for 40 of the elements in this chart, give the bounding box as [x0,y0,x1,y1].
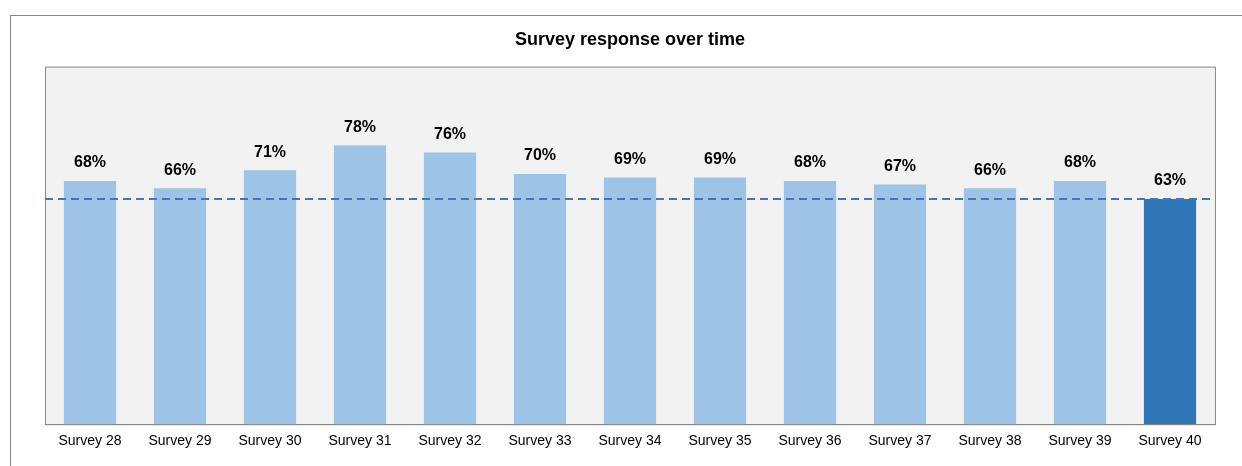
bar [1053,181,1107,425]
bar [153,188,207,425]
data-label: 69% [703,149,737,167]
bar [603,177,657,425]
data-label: 70% [523,146,557,164]
data-label: 63% [1153,171,1187,189]
x-tick-label: Survey 40 [1138,432,1202,449]
x-tick-label: Survey 28 [58,432,122,449]
x-tick-label: Survey 37 [868,432,932,449]
x-tick-label: Survey 30 [238,432,302,449]
data-label: 78% [343,117,377,135]
bar [423,152,477,425]
bar [783,181,837,425]
data-label: 66% [973,160,1007,178]
data-label: 67% [883,157,917,175]
x-tick-label: Survey 39 [1048,432,1112,449]
bar [63,181,117,425]
x-tick-label: Survey 36 [778,432,842,449]
data-label: 66% [163,160,197,178]
data-label: 68% [793,153,827,171]
data-label: 71% [253,142,287,160]
bar [693,177,747,425]
x-tick-label: Survey 29 [148,432,212,449]
x-tick-label: Survey 31 [328,432,392,449]
bar [333,145,387,425]
x-tick-label: Survey 38 [958,432,1022,449]
bar [873,184,927,425]
x-tick-label: Survey 34 [598,432,662,449]
bar [1143,198,1197,425]
bar [243,170,297,425]
data-label: 68% [73,153,107,171]
data-label: 68% [1063,153,1097,171]
x-tick-label: Survey 33 [508,432,572,449]
data-label: 69% [613,149,647,167]
x-tick-label: Survey 35 [688,432,752,449]
data-label: 76% [433,124,467,142]
x-tick-label: Survey 32 [418,432,482,449]
chart-title: Survey response over time [514,28,746,49]
bar [963,188,1017,425]
bar [513,173,567,425]
